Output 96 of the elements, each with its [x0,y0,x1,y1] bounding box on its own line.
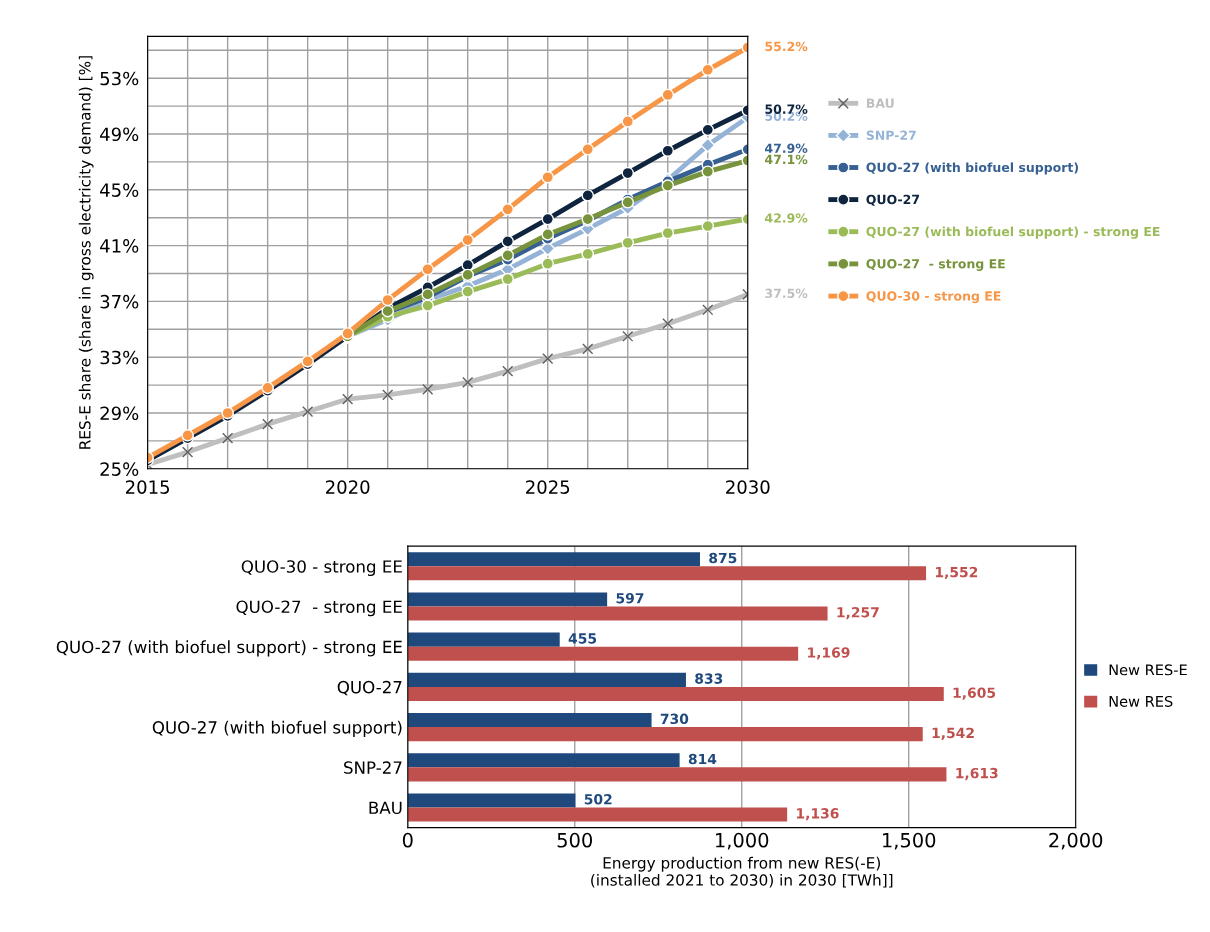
y-tick-label: QUO-27 (with biofuel support) [152,720,402,737]
bar [407,632,560,647]
point [501,235,514,248]
point [581,189,594,202]
bar [407,686,944,701]
data-label: 1,257 [837,607,879,620]
bar [407,753,680,768]
bar [407,566,927,581]
y-tick-label: 53% [100,71,139,86]
legend-label: BAU [866,98,894,108]
bar [407,767,947,782]
legend-label: New RES [1109,695,1173,707]
x-tick-label: 500 [557,832,593,848]
legend-label: New RES-E [1109,664,1187,676]
y-tick-label: QUO-27 - strong EE [236,600,402,617]
y-tick-label: SNP-27 [344,761,402,774]
point [421,299,434,312]
y-tick-label: QUO-30 - strong EE [241,560,402,577]
point [461,285,474,298]
data-label: 1,605 [953,687,996,700]
data-label: 730 [660,713,689,725]
data-label: 455 [568,633,597,644]
point [581,247,594,261]
point [661,179,675,192]
point [701,219,715,233]
point [541,257,554,270]
x-tick-label: 1,500 [883,832,936,850]
point [421,263,434,276]
data-label: 42.9% [765,213,808,223]
data-label: 1,169 [808,647,850,660]
data-label: 47.9% [765,143,808,153]
point [661,226,675,240]
point [661,88,675,102]
x-tick-label: 1,000 [716,832,769,850]
point [541,212,554,226]
x-tick-label: 2030 [726,480,770,494]
y-tick-label: 33% [100,350,139,365]
legend-label: QUO-27 [866,194,920,206]
bar [407,552,700,567]
bar [407,807,788,822]
bar [407,646,799,661]
bar [407,713,652,728]
x-tick-label: 2020 [326,480,370,494]
point [581,143,594,156]
x-tick-label: 2,000 [1049,832,1103,850]
y-tick-label: 29% [100,406,139,421]
point [461,233,474,247]
y-tick-label: 45% [100,183,139,197]
bar [407,672,686,687]
point [501,272,514,286]
bar [407,592,608,607]
bar [407,727,923,742]
point [701,63,715,77]
point [701,123,715,137]
legend-label: SNP-27 [866,130,916,140]
bar [407,606,828,621]
y-tick-label: 25% [100,462,139,476]
y-tick-label: 41% [100,239,139,253]
point [541,170,554,184]
point [621,166,634,180]
y-tick-label: QUO-27 [337,680,402,696]
legend-label: QUO-30 - strong EE [866,291,1001,304]
data-label: 47.1% [765,154,808,165]
x-tick-label: 0 [402,832,413,848]
point [700,137,716,153]
x-axis-title: Energy production from new RES(-E) (installed 2021 to 2030) in 2030 [TWh]] [591,856,893,888]
y-axis-title: RES-E share (share in gross electricity demand) [%] [78,56,94,449]
y-tick-label: BAU [369,801,402,815]
data-label: 55.2% [765,41,808,52]
point [501,203,514,216]
data-label: 1,613 [956,767,998,781]
x-tick-label: 2025 [526,480,570,494]
data-label: 597 [616,592,644,604]
point [661,144,675,157]
legend-label: QUO-27 (with biofuel support) - strong EE [866,226,1160,239]
bar [407,793,576,808]
legend-label: QUO-27 - strong EE [866,259,1005,271]
point [501,249,514,262]
y-tick-label: QUO-27 (with biofuel support) - strong EE [56,640,402,657]
data-label: 814 [688,753,717,765]
data-label: 502 [584,794,612,805]
y-tick-label: 37% [100,294,139,309]
data-label: 37.5% [765,288,808,299]
point [621,236,634,250]
data-label: 1,542 [932,727,974,740]
data-label: 1,552 [935,566,978,580]
point [701,165,715,178]
data-label: 1,136 [797,808,839,821]
point [541,228,554,241]
y-tick-label: 49% [100,127,139,142]
point [621,115,634,128]
x-tick-label: 2015 [125,480,170,494]
point [381,293,394,307]
data-label: 875 [709,552,737,564]
data-label: 833 [695,673,723,684]
legend-label: QUO-27 (with biofuel support) [866,162,1079,175]
